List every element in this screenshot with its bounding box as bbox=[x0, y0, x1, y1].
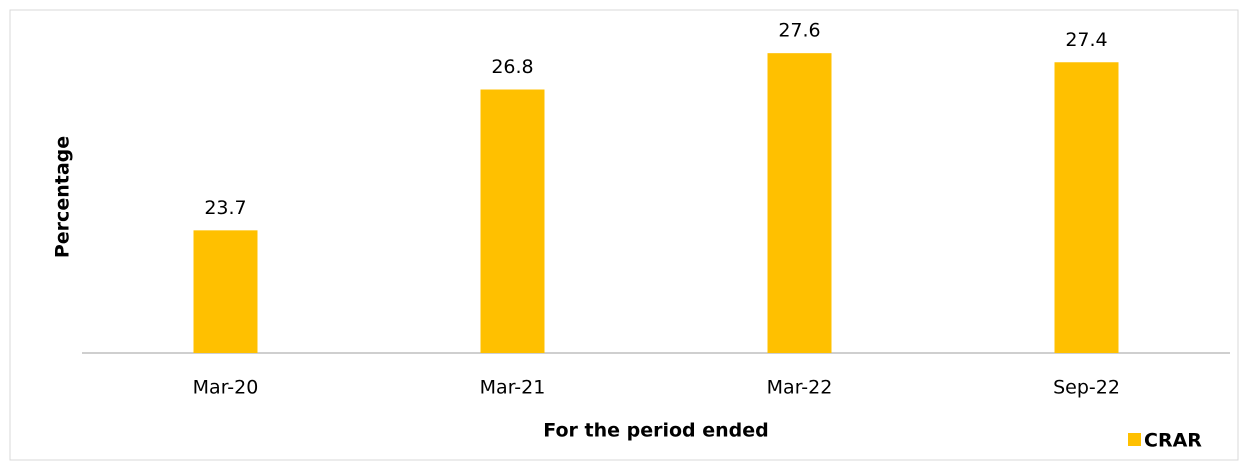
data-label: 27.4 bbox=[1065, 29, 1107, 51]
bar bbox=[193, 230, 258, 353]
bar bbox=[767, 53, 832, 354]
x-axis-title: For the period ended bbox=[543, 420, 769, 442]
bar bbox=[480, 89, 545, 353]
bar bbox=[1054, 62, 1119, 353]
data-label: 27.6 bbox=[778, 20, 820, 42]
x-tick-label: Mar-22 bbox=[767, 377, 833, 399]
y-axis-title: Percentage bbox=[52, 136, 74, 258]
x-tick-label: Sep-22 bbox=[1053, 377, 1120, 399]
data-label: 26.8 bbox=[491, 56, 533, 78]
data-label: 23.7 bbox=[204, 197, 246, 219]
legend-swatch bbox=[1128, 433, 1141, 446]
x-tick-label: Mar-20 bbox=[193, 377, 259, 399]
x-tick-label: Mar-21 bbox=[480, 377, 546, 399]
legend-label: CRAR bbox=[1144, 430, 1202, 452]
